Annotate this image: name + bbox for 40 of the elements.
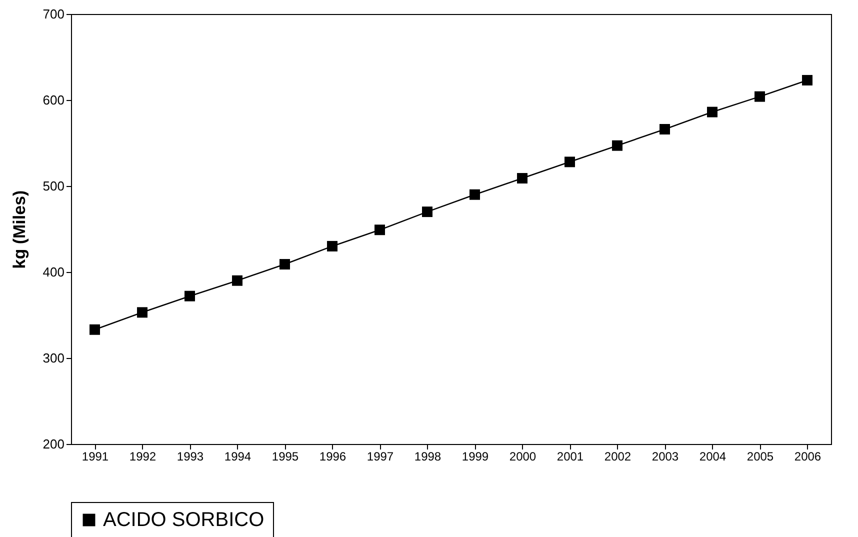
point — [184, 290, 195, 302]
x-tick-label: 1996 — [319, 450, 346, 464]
x-tick-label: 1995 — [272, 450, 299, 464]
point — [327, 240, 338, 252]
x-tick-label: 1992 — [129, 450, 156, 464]
point — [707, 106, 718, 118]
x-tick-label: 1991 — [82, 450, 109, 464]
y-tick-label: 500 — [42, 178, 64, 194]
x-tick-label: 1998 — [414, 450, 442, 464]
point — [232, 275, 242, 286]
x-tick-label: 1999 — [462, 450, 489, 464]
x-tick-label: 2006 — [794, 450, 822, 464]
y-tick-label: 300 — [42, 350, 64, 366]
y-tick-label: 200 — [42, 436, 64, 452]
point — [660, 124, 670, 134]
x-tick-label: 2005 — [746, 450, 774, 464]
point — [90, 324, 100, 335]
x-tick-label: 2003 — [652, 450, 679, 464]
y-axis-title: kg (Miles) — [10, 190, 29, 269]
x-tick-label: 2001 — [556, 450, 584, 464]
y-tick-label: 400 — [42, 264, 64, 280]
point — [280, 259, 290, 270]
point — [374, 224, 385, 236]
x-tick-label: 2002 — [604, 450, 632, 464]
point — [802, 74, 812, 86]
point — [422, 206, 432, 218]
y-tick-label: 600 — [42, 92, 64, 108]
x-tick-label: 2004 — [699, 450, 726, 464]
point — [470, 189, 480, 200]
point — [564, 156, 575, 168]
x-tick-label: 1997 — [366, 450, 394, 464]
legend-label: ACIDO SORBICO — [103, 509, 264, 531]
x-tick-label: 1994 — [224, 450, 252, 464]
y-tick-label: 700 — [42, 6, 64, 22]
point — [754, 91, 765, 102]
x-tick-label: 2000 — [509, 450, 536, 464]
point — [137, 307, 148, 318]
x-tick-label: 1993 — [176, 450, 204, 464]
point — [517, 173, 528, 184]
point — [612, 140, 622, 151]
